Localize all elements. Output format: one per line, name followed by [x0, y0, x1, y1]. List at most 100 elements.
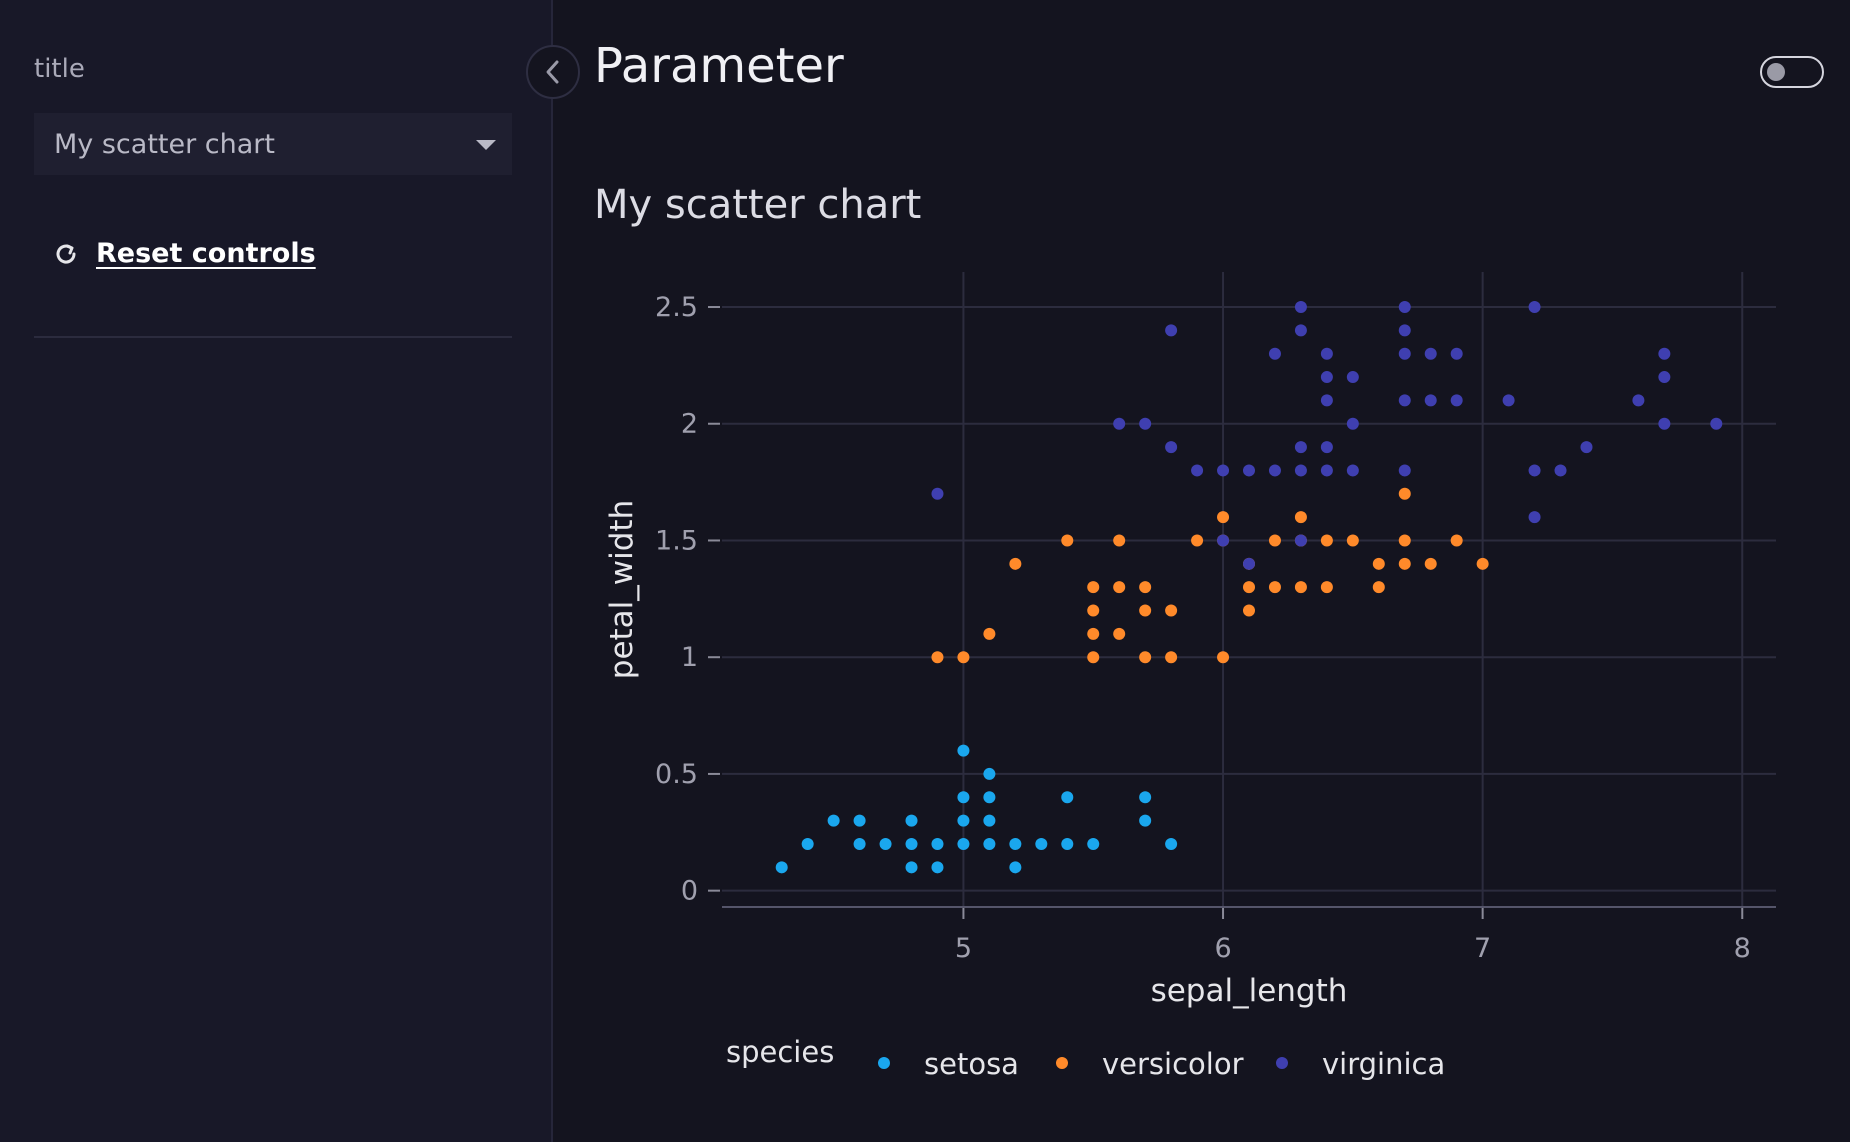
- sidebar: title My scatter chart Reset controls: [0, 0, 553, 1142]
- data-point-setosa: [905, 837, 918, 850]
- data-point-versicolor: [1113, 627, 1126, 640]
- legend-title: species: [726, 1035, 834, 1069]
- y-tick-label: 2.5: [655, 292, 698, 323]
- data-point-versicolor: [1087, 604, 1100, 617]
- page-title: Parameter: [594, 38, 844, 94]
- data-point-setosa: [853, 837, 866, 850]
- legend-marker-setosa: [878, 1057, 890, 1069]
- y-axis-title: petal_width: [604, 500, 640, 679]
- data-point-setosa: [827, 814, 840, 827]
- data-point-virginica: [1528, 511, 1541, 524]
- data-point-versicolor: [1476, 557, 1489, 570]
- data-point-versicolor: [1450, 534, 1463, 547]
- data-point-virginica: [1398, 347, 1411, 360]
- data-point-virginica: [1450, 347, 1463, 360]
- data-point-versicolor: [1139, 604, 1152, 617]
- data-point-virginica: [1113, 417, 1126, 430]
- x-axis-title: sepal_length: [1151, 973, 1348, 1009]
- data-point-virginica: [1268, 347, 1281, 360]
- data-point-setosa: [1165, 837, 1178, 850]
- reset-icon: [56, 244, 76, 263]
- data-point-setosa: [905, 861, 918, 874]
- data-point-versicolor: [1398, 487, 1411, 500]
- data-point-virginica: [931, 487, 944, 500]
- data-point-versicolor: [1165, 651, 1178, 664]
- data-point-setosa: [879, 837, 892, 850]
- reset-controls-button[interactable]: Reset controls: [52, 238, 316, 269]
- data-point-versicolor: [1372, 581, 1385, 594]
- data-point-versicolor: [1113, 534, 1126, 547]
- theme-toggle[interactable]: [1760, 56, 1824, 88]
- data-point-versicolor: [1139, 581, 1152, 594]
- data-point-virginica: [1139, 417, 1152, 430]
- data-point-virginica: [1398, 464, 1411, 477]
- data-point-virginica: [1320, 441, 1333, 454]
- data-point-versicolor: [1243, 604, 1255, 617]
- y-tick-label: 1: [681, 642, 698, 673]
- caret-down-icon[interactable]: [476, 140, 496, 150]
- data-point-versicolor: [1398, 557, 1411, 570]
- data-point-virginica: [1398, 324, 1411, 337]
- data-point-versicolor: [1165, 604, 1178, 617]
- data-point-virginica: [1294, 534, 1307, 547]
- data-point-versicolor: [1268, 581, 1281, 594]
- data-point-versicolor: [957, 651, 970, 664]
- data-point-virginica: [1217, 534, 1230, 547]
- data-point-versicolor: [931, 651, 944, 664]
- data-point-setosa: [957, 837, 970, 850]
- data-point-versicolor: [1320, 534, 1333, 547]
- data-point-virginica: [1580, 441, 1593, 454]
- data-point-versicolor: [1372, 557, 1385, 570]
- data-point-virginica: [1268, 464, 1281, 477]
- title-control-label: title: [34, 54, 85, 84]
- data-point-setosa: [801, 837, 814, 850]
- y-tick-label: 0.5: [655, 759, 698, 790]
- data-point-versicolor: [1087, 581, 1100, 594]
- x-tick-label: 6: [1214, 933, 1231, 964]
- data-point-virginica: [1294, 324, 1307, 337]
- data-point-virginica: [1658, 347, 1671, 360]
- title-dropdown[interactable]: My scatter chart: [34, 113, 512, 175]
- data-point-virginica: [1424, 347, 1437, 360]
- data-point-virginica: [1165, 324, 1178, 337]
- data-point-setosa: [853, 814, 866, 827]
- reset-controls-label[interactable]: Reset controls: [96, 238, 316, 269]
- data-point-setosa: [931, 861, 944, 874]
- data-point-setosa: [1009, 837, 1022, 850]
- data-point-virginica: [1632, 394, 1645, 407]
- data-point-versicolor: [1009, 557, 1022, 570]
- data-point-versicolor: [1294, 581, 1307, 594]
- x-tick-label: 5: [955, 933, 972, 964]
- data-point-virginica: [1191, 464, 1204, 477]
- data-point-versicolor: [1294, 511, 1307, 524]
- legend-marker-versicolor: [1056, 1057, 1068, 1069]
- data-point-virginica: [1450, 394, 1463, 407]
- data-point-setosa: [983, 814, 996, 827]
- data-point-virginica: [1658, 371, 1671, 384]
- data-point-virginica: [1320, 464, 1333, 477]
- data-point-setosa: [1061, 791, 1074, 804]
- data-point-virginica: [1320, 347, 1333, 360]
- data-point-virginica: [1710, 417, 1723, 430]
- data-point-versicolor: [1398, 534, 1411, 547]
- data-point-virginica: [1346, 417, 1359, 430]
- data-point-versicolor: [1320, 581, 1333, 594]
- data-point-virginica: [1346, 464, 1359, 477]
- data-point-versicolor: [1061, 534, 1074, 547]
- collapse-sidebar-button[interactable]: [526, 45, 580, 99]
- data-point-versicolor: [1217, 651, 1230, 664]
- legend-label-versicolor: versicolor: [1102, 1047, 1244, 1081]
- data-point-virginica: [1346, 371, 1359, 384]
- data-point-setosa: [905, 814, 918, 827]
- data-point-virginica: [1320, 394, 1333, 407]
- data-point-virginica: [1320, 371, 1333, 384]
- data-point-versicolor: [1191, 534, 1204, 547]
- legend-label-setosa: setosa: [924, 1047, 1019, 1081]
- legend-label-virginica: virginica: [1322, 1047, 1445, 1081]
- sidebar-divider: [34, 336, 512, 338]
- legend-marker-virginica: [1276, 1057, 1288, 1069]
- data-point-virginica: [1398, 301, 1411, 314]
- data-point-versicolor: [1087, 651, 1100, 664]
- data-point-virginica: [1294, 464, 1307, 477]
